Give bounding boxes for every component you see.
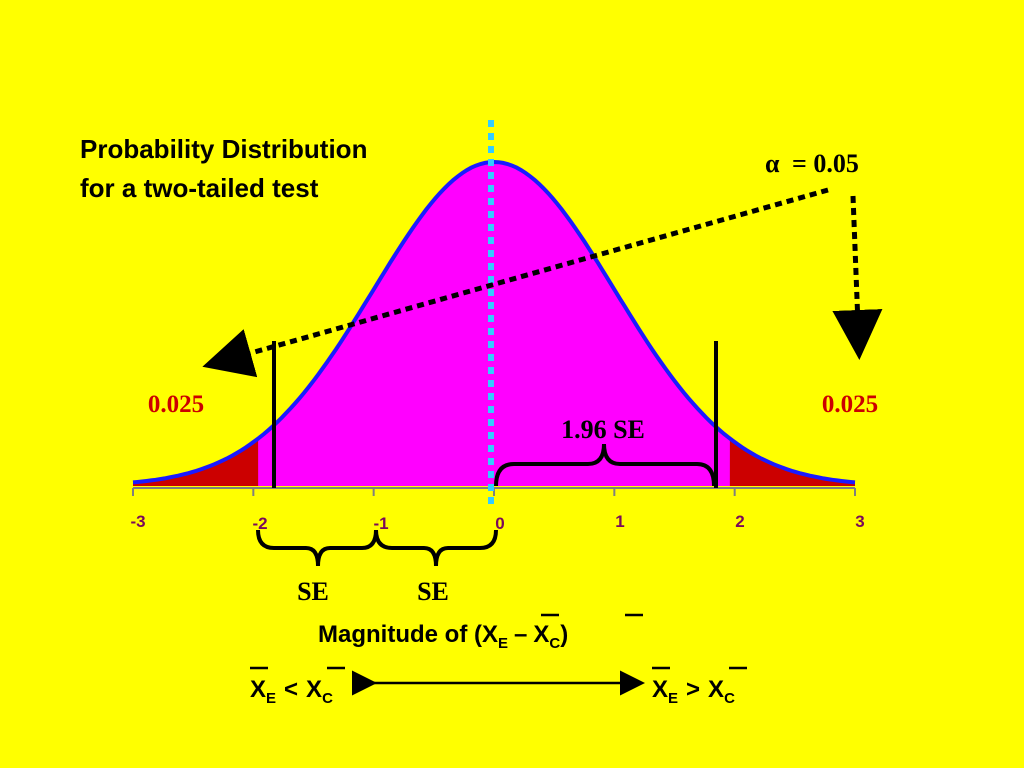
dir-right-sub2: C bbox=[724, 690, 735, 707]
alpha-arrow-to-left-tail bbox=[202, 187, 829, 378]
dir-right-sub1: E bbox=[668, 690, 678, 707]
direction-left-label: XE < XC bbox=[250, 676, 333, 707]
left-tail-area bbox=[133, 438, 259, 486]
title-line-2: for a two-tailed test bbox=[80, 173, 319, 203]
dir-left-sub1: E bbox=[266, 690, 276, 707]
xlabel-var-e: X bbox=[482, 621, 498, 648]
xlabel-prefix: Magnitude of ( bbox=[318, 621, 482, 648]
dir-left-sub2: C bbox=[322, 690, 333, 707]
tick-label-2: 2 bbox=[735, 512, 744, 531]
xlabel-sub-e: E bbox=[498, 635, 508, 652]
alpha-arrow-to-right-tail bbox=[832, 195, 883, 360]
critical-se-brace bbox=[494, 443, 716, 487]
tick-label-neg3: -3 bbox=[130, 512, 145, 531]
tick-labels: -3 -2 -1 0 1 2 3 bbox=[130, 512, 864, 533]
se-brace-left bbox=[256, 529, 378, 567]
right-tail-area bbox=[729, 438, 855, 486]
critical-se-label: 1.96 SE bbox=[561, 415, 645, 444]
dir-left-op: < bbox=[284, 676, 298, 703]
alpha-value: = 0.05 bbox=[792, 149, 859, 178]
xlabel-sub-c: C bbox=[549, 635, 560, 652]
left-tail-label: 0.025 bbox=[148, 391, 204, 418]
dir-left-var1: X bbox=[250, 676, 266, 703]
tick-label-1: 1 bbox=[615, 512, 624, 531]
tick-label-neg1: -1 bbox=[373, 514, 388, 533]
dir-left-var2: X bbox=[306, 676, 322, 703]
se-label-right: SE bbox=[417, 577, 449, 606]
dir-right-var1: X bbox=[652, 676, 668, 703]
dir-right-var2: X bbox=[708, 676, 724, 703]
xlabel-var-c: X bbox=[533, 621, 549, 648]
xlabel-close: ) bbox=[560, 621, 568, 648]
tick-label-3: 3 bbox=[855, 512, 864, 531]
title-line-1: Probability Distribution bbox=[80, 134, 367, 164]
alpha-symbol: α bbox=[765, 149, 780, 178]
dir-right-op: > bbox=[686, 676, 700, 703]
se-label-left: SE bbox=[297, 577, 329, 606]
xlabel-dash: – bbox=[514, 621, 527, 648]
tick-label-neg2: -2 bbox=[252, 514, 267, 533]
right-tail-label: 0.025 bbox=[822, 391, 878, 418]
direction-right-label: XE > XC bbox=[652, 676, 735, 707]
alpha-label: α = 0.05 bbox=[765, 149, 859, 178]
distribution-body bbox=[133, 162, 855, 486]
tick-label-0: 0 bbox=[495, 514, 504, 533]
x-axis-label: Magnitude of (XE – XC) bbox=[318, 621, 568, 652]
x-axis-ticks bbox=[132, 488, 856, 496]
se-brace-right bbox=[374, 529, 498, 567]
